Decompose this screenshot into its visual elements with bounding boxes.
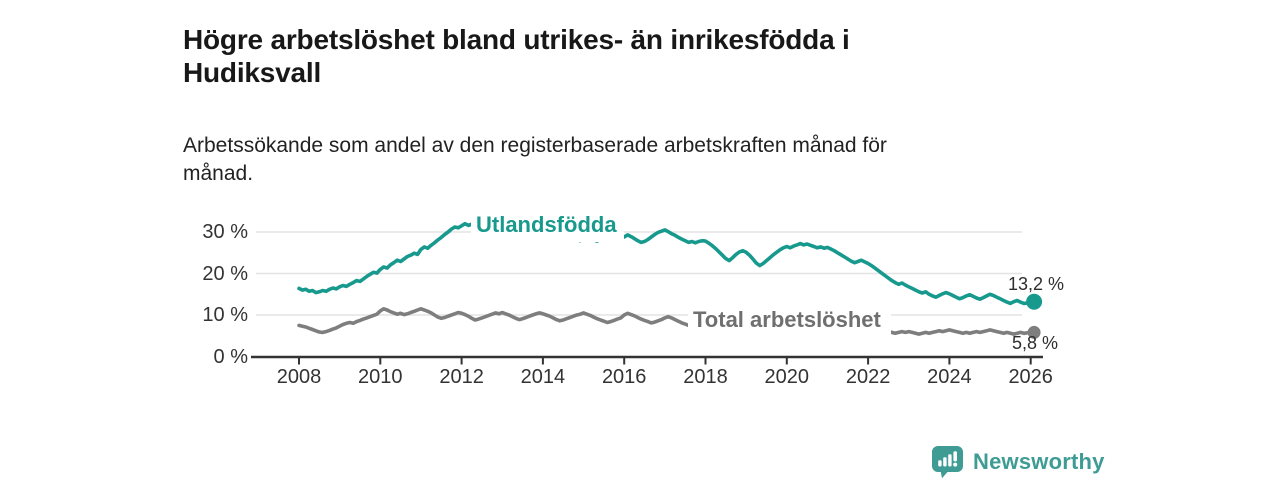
x-axis-label: 2020 xyxy=(764,366,810,388)
x-axis-label: 2014 xyxy=(520,366,566,388)
y-axis-label: 30 % xyxy=(202,221,248,243)
title-line-2: Hudiksvall xyxy=(183,56,322,88)
x-axis-label: 2022 xyxy=(845,366,891,388)
x-axis-label: 2018 xyxy=(683,366,728,388)
end-value-label-utlandsfodda: 13,2 % xyxy=(1007,274,1064,294)
subtitle-line-2: månad. xyxy=(183,162,254,185)
x-axis-label: 2026 xyxy=(1008,366,1053,388)
y-axis-label: 0 % xyxy=(213,345,248,368)
series-line-0 xyxy=(297,221,1036,306)
newsworthy-brand-footer[interactable]: Newsworthy xyxy=(931,444,1105,480)
series-end-dot-0 xyxy=(1026,293,1043,310)
end-value-label-total: 5,8 % xyxy=(1011,333,1058,353)
x-axis-label: 2010 xyxy=(358,366,403,388)
newsworthy-logo-icon xyxy=(932,446,963,479)
chart-subtitle: Arbetssökande som andel av den registerb… xyxy=(183,132,1063,188)
x-axis-label: 2016 xyxy=(601,366,647,388)
label-halo xyxy=(471,211,624,242)
x-axis-label: 2012 xyxy=(439,366,484,388)
y-axis-label: 10 % xyxy=(202,304,248,326)
x-axis-label: 2024 xyxy=(927,366,972,388)
label-halo xyxy=(688,305,891,336)
title-line-1: Högre arbetslöshet bland utrikes- än inr… xyxy=(183,23,850,55)
page-title: Högre arbetslöshet bland utrikes- än inr… xyxy=(183,23,1043,89)
series-line-1 xyxy=(297,306,1036,336)
brand-name: Newsworthy xyxy=(973,449,1105,474)
subtitle-line-1: Arbetssökande som andel av den registerb… xyxy=(183,134,887,157)
series-label-total-arbetsloshet: Total arbetslöshet xyxy=(693,307,881,332)
y-axis-label: 20 % xyxy=(202,262,248,285)
series-end-dot-1 xyxy=(1027,325,1041,339)
x-axis-label: 2008 xyxy=(276,366,322,388)
series-label-utlandsfodda: Utlandsfödda xyxy=(476,212,617,237)
